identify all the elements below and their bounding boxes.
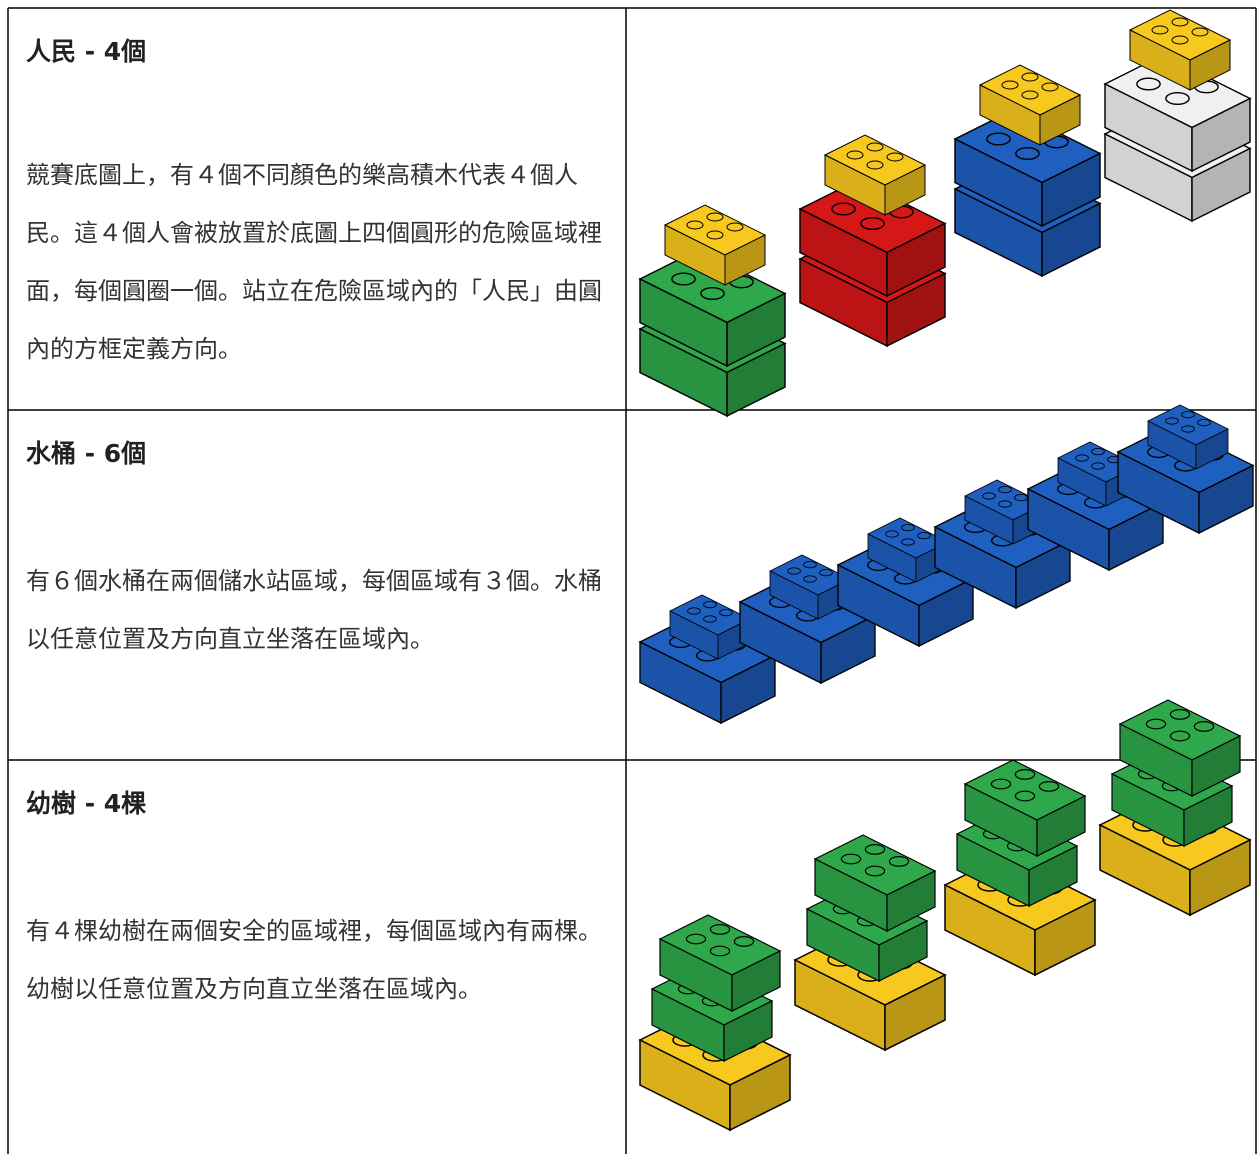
row-title: 人民 - 4個 [26,37,147,66]
people-image [639,9,1251,417]
row-title: 幼樹 - 4棵 [26,789,147,818]
trees-image [639,699,1251,1131]
table-borders [7,7,1257,1154]
row-1-cell: 人民 - 4個 競賽底圖上，有４個不同顏色的樂高積木代表４個人民。這４個人會被放… [26,32,610,378]
row-text: 有４棵幼樹在兩個安全的區域裡，每個區域內有兩棵。幼樹以任意位置及方向直立坐落在區… [26,917,602,1003]
buckets-image [639,404,1254,724]
row-title: 水桶 - 6個 [26,439,147,468]
row-text: 有６個水桶在兩個儲水站區域，每個區域有３個。水桶以任意位置及方向直立坐落在區域內… [26,567,602,653]
row-2-cell: 水桶 - 6個 有６個水桶在兩個儲水站區域，每個區域有３個。水桶以任意位置及方向… [26,434,610,668]
row-text: 競賽底圖上，有４個不同顏色的樂高積木代表４個人民。這４個人會被放置於底圖上四個圓… [26,161,602,363]
row-3-cell: 幼樹 - 4棵 有４棵幼樹在兩個安全的區域裡，每個區域內有兩棵。幼樹以任意位置及… [26,784,610,1018]
